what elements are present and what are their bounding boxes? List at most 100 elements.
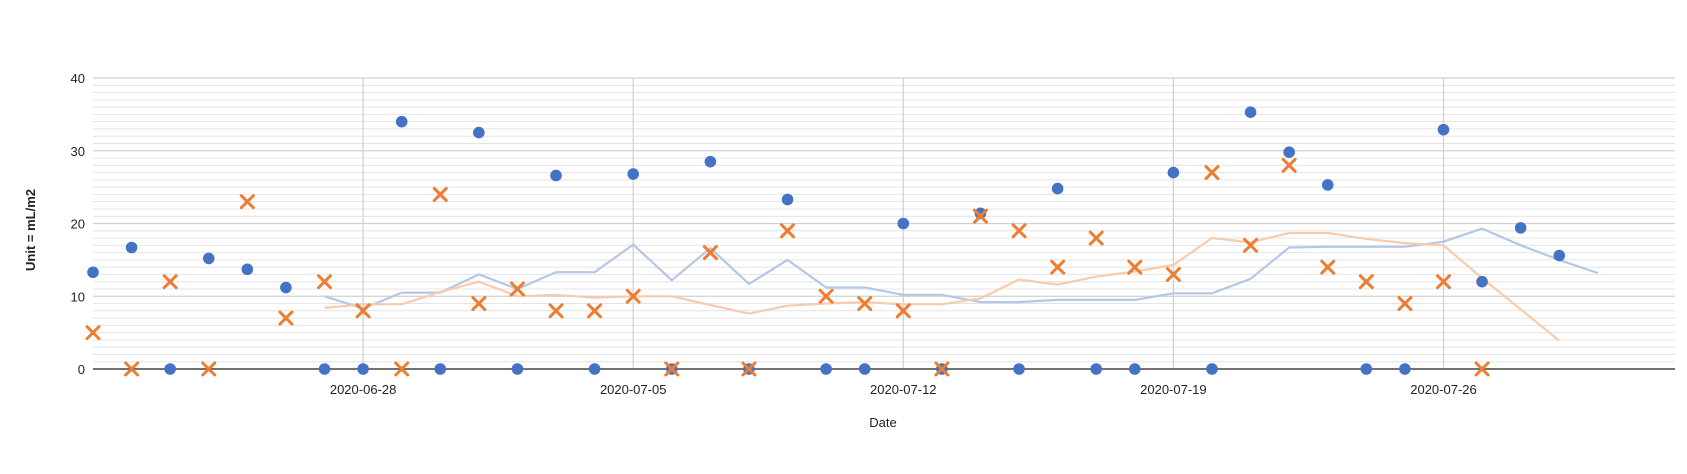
data-point-circle — [1244, 106, 1257, 118]
data-point-x — [972, 208, 988, 224]
data-point-x-stroke — [355, 303, 371, 319]
data-point-x — [625, 288, 641, 304]
data-point-circle — [357, 363, 369, 375]
data-point-x-stroke — [1281, 157, 1297, 173]
data-point-x-stroke — [278, 310, 294, 326]
data-point-circle — [434, 363, 447, 375]
data-point-x-stroke — [432, 186, 448, 202]
data-point-x — [857, 296, 873, 312]
data-point-x-stroke — [1397, 296, 1413, 312]
data-point-x — [1088, 230, 1104, 246]
data-point-x-stroke — [85, 325, 101, 341]
series-line-2 — [324, 231, 1560, 342]
data-point-circle — [1051, 182, 1064, 195]
data-point-circle — [1206, 363, 1218, 375]
data-point-circle — [1013, 363, 1025, 375]
data-point-x-stroke — [162, 274, 178, 290]
data-point-x-stroke — [587, 303, 603, 319]
data-point-circle — [974, 207, 987, 220]
data-point-circle — [1553, 249, 1566, 262]
data-point-circle — [627, 168, 639, 180]
data-point-x — [780, 223, 796, 239]
data-point-x — [664, 361, 680, 377]
data-point-x — [1281, 157, 1297, 173]
data-point-x-stroke — [509, 281, 525, 297]
data-point-circle — [280, 281, 292, 294]
data-point-x-stroke — [1127, 259, 1143, 275]
data-point-x — [741, 361, 757, 377]
data-point-x — [1204, 165, 1220, 181]
series-line-1 — [324, 227, 1599, 310]
x-axis-title: Date — [869, 415, 896, 430]
data-point-x-stroke — [625, 288, 641, 304]
x-tick-label: 2020-07-26 — [1410, 382, 1477, 397]
data-point-circle — [1283, 146, 1295, 159]
data-point-x — [509, 281, 525, 297]
data-point-x — [702, 245, 718, 261]
data-point-x — [1165, 266, 1181, 282]
data-point-x — [1474, 361, 1490, 377]
data-point-circle — [781, 193, 794, 206]
data-point-x — [394, 361, 410, 377]
data-point-x-stroke — [1243, 237, 1259, 253]
data-point-circle — [1437, 123, 1450, 136]
y-tick-label: 40 — [71, 71, 85, 86]
data-point-x-stroke — [1165, 266, 1181, 282]
x-tick-label: 2020-07-05 — [600, 382, 667, 397]
data-point-x-stroke — [124, 361, 140, 377]
data-point-x — [124, 361, 140, 377]
data-point-circle — [473, 126, 485, 139]
data-point-x-stroke — [1088, 230, 1104, 246]
data-point-x — [317, 274, 333, 290]
data-point-x-stroke — [818, 288, 834, 304]
data-point-x — [1011, 223, 1027, 239]
data-point-circle — [704, 155, 717, 168]
data-point-x-stroke — [664, 361, 680, 377]
data-point-x — [934, 361, 950, 377]
data-point-x — [1050, 259, 1066, 275]
data-point-x-stroke — [741, 361, 757, 377]
data-point-x-stroke — [857, 296, 873, 312]
data-point-x — [548, 303, 564, 319]
x-axis-ticks: 2020-06-28 2020-07-05 2020-07-12 2020-07-19… — [330, 382, 1477, 397]
data-point-x-stroke — [548, 303, 564, 319]
data-point-circle — [87, 266, 99, 279]
data-point-x — [355, 303, 371, 319]
data-point-x — [432, 186, 448, 202]
data-point-x — [278, 310, 294, 326]
y-tick-label: 0 — [78, 362, 85, 377]
data-point-x-stroke — [702, 245, 718, 261]
data-point-circle — [1129, 363, 1141, 375]
data-point-x — [895, 303, 911, 319]
data-point-circle — [1514, 222, 1527, 234]
data-point-x — [162, 274, 178, 290]
data-point-circle — [125, 241, 138, 254]
data-point-x-stroke — [934, 361, 950, 377]
data-point-x-stroke — [239, 194, 255, 210]
data-point-x — [587, 303, 603, 319]
y-axis-ticks: 0 10 20 30 40 — [71, 71, 85, 377]
data-point-x-stroke — [895, 303, 911, 319]
data-point-x — [1320, 259, 1336, 275]
data-point-x-stroke — [317, 274, 333, 290]
data-point-x-stroke — [1358, 274, 1374, 290]
data-point-x — [1435, 274, 1451, 290]
data-point-x — [85, 325, 101, 341]
data-point-x-stroke — [1050, 259, 1066, 275]
x-tick-label: 2020-07-12 — [870, 382, 937, 397]
x-tick-label: 2020-06-28 — [330, 382, 397, 397]
data-point-x — [1358, 274, 1374, 290]
data-point-x — [201, 361, 217, 377]
data-point-circle — [1399, 363, 1411, 375]
data-point-circle — [1167, 166, 1180, 179]
x-tick-label: 2020-07-19 — [1140, 382, 1207, 397]
data-point-circle — [820, 363, 832, 375]
data-point-circle — [1090, 363, 1103, 375]
series-layer — [85, 106, 1599, 377]
data-point-x-stroke — [394, 361, 410, 377]
data-point-x — [1127, 259, 1143, 275]
data-point-x-stroke — [1474, 361, 1490, 377]
data-point-x-stroke — [201, 361, 217, 377]
